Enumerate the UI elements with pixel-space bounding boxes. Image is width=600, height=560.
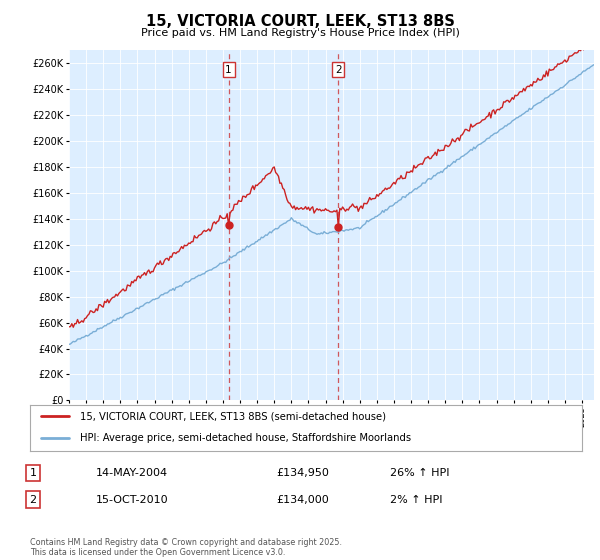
Text: HPI: Average price, semi-detached house, Staffordshire Moorlands: HPI: Average price, semi-detached house,… (80, 433, 411, 443)
Text: 2: 2 (335, 65, 341, 75)
Text: Price paid vs. HM Land Registry's House Price Index (HPI): Price paid vs. HM Land Registry's House … (140, 28, 460, 38)
Text: 2: 2 (29, 494, 37, 505)
Text: 26% ↑ HPI: 26% ↑ HPI (390, 468, 449, 478)
Text: 15, VICTORIA COURT, LEEK, ST13 8BS: 15, VICTORIA COURT, LEEK, ST13 8BS (146, 14, 454, 29)
Text: 1: 1 (225, 65, 232, 75)
Text: 15-OCT-2010: 15-OCT-2010 (96, 494, 169, 505)
Text: 2% ↑ HPI: 2% ↑ HPI (390, 494, 443, 505)
Text: £134,000: £134,000 (276, 494, 329, 505)
Text: 1: 1 (29, 468, 37, 478)
Text: 14-MAY-2004: 14-MAY-2004 (96, 468, 168, 478)
Text: Contains HM Land Registry data © Crown copyright and database right 2025.
This d: Contains HM Land Registry data © Crown c… (30, 538, 342, 557)
Text: £134,950: £134,950 (276, 468, 329, 478)
Text: 15, VICTORIA COURT, LEEK, ST13 8BS (semi-detached house): 15, VICTORIA COURT, LEEK, ST13 8BS (semi… (80, 412, 386, 421)
